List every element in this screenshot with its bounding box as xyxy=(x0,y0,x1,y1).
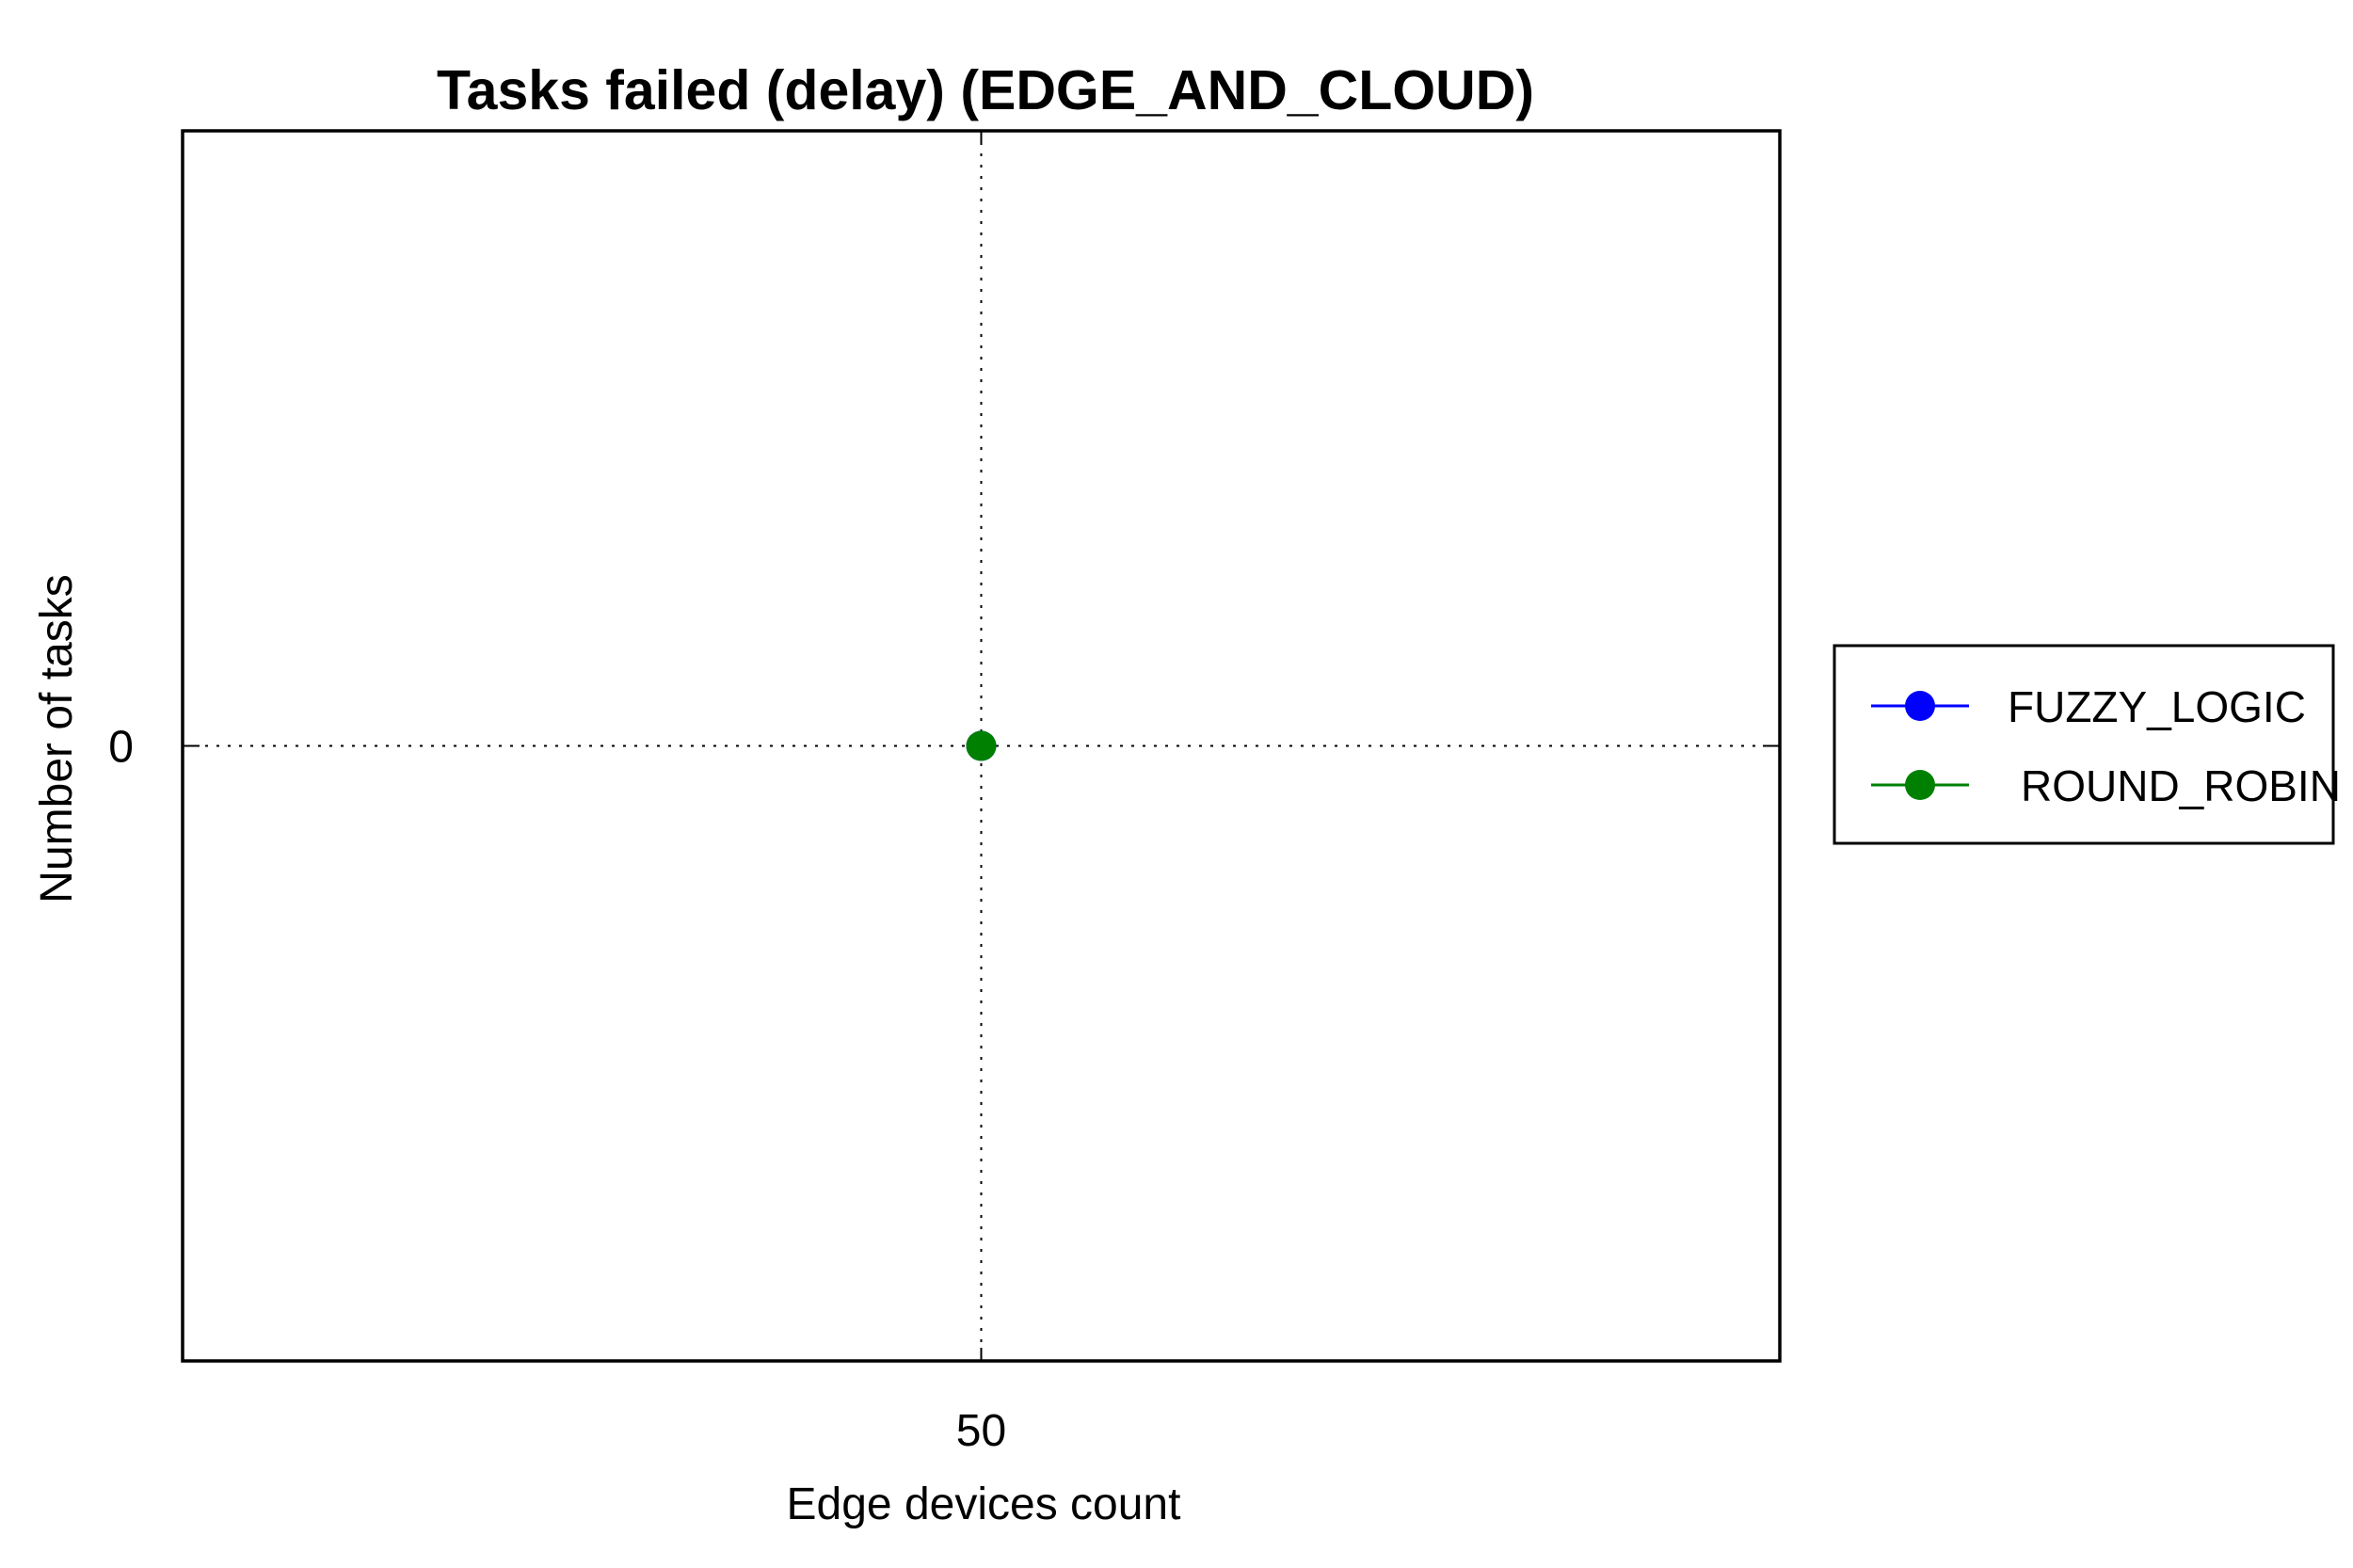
plot-area-frame xyxy=(181,129,1782,1363)
legend-entry-fuzzy-logic: FUZZY_LOGIC xyxy=(1871,682,2306,731)
series-round-robin xyxy=(966,730,997,761)
y-axis-label: Number of tasks xyxy=(32,574,82,903)
legend-marker-fuzzy-logic xyxy=(1905,691,1935,721)
legend-entries: FUZZY_LOGIC ROUND_ROBIN xyxy=(1871,682,2341,810)
grid-lines xyxy=(183,131,1780,1361)
legend-box xyxy=(1833,644,2335,845)
data-series xyxy=(966,730,997,761)
legend-entry-round-robin: ROUND_ROBIN xyxy=(1871,761,2341,810)
y-tick-label: 0 xyxy=(108,723,134,773)
legend-marker-round-robin xyxy=(1905,770,1935,800)
legend-label-round-robin: ROUND_ROBIN xyxy=(2021,761,2341,810)
axis-ticks: 50 0 xyxy=(108,131,1780,1456)
data-point-round-robin xyxy=(966,730,997,761)
chart-title: Tasks failed (delay) (EDGE_AND_CLOUD) xyxy=(437,59,1534,121)
x-tick-label: 50 xyxy=(956,1406,1006,1456)
x-axis-label: Edge devices count xyxy=(787,1480,1181,1529)
legend: FUZZY_LOGIC ROUND_ROBIN xyxy=(1833,644,2341,845)
legend-label-fuzzy-logic: FUZZY_LOGIC xyxy=(2008,682,2306,731)
